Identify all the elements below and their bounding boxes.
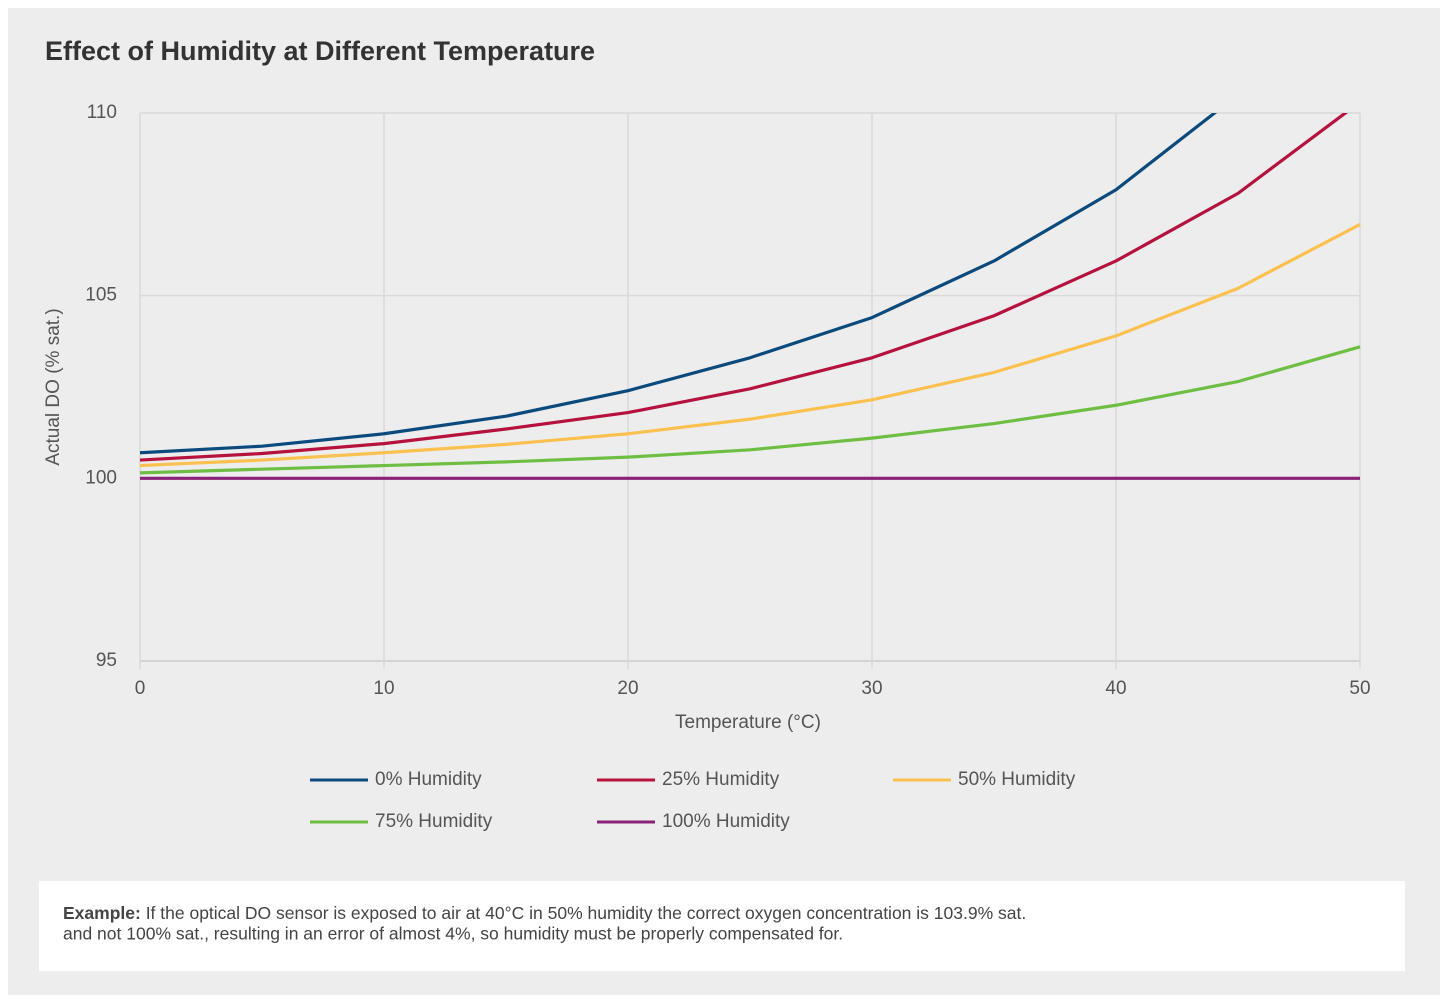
series-line — [139, 223, 1361, 468]
x-tick-label: 40 — [1105, 678, 1126, 699]
y-tick-label: 100 — [85, 467, 117, 488]
plot: 95 100 105 110 0 10 20 30 40 50 0% Humidity 25% Hum… — [85, 102, 1370, 832]
x-tick-label: 20 — [617, 678, 638, 699]
legend-label: 75% Humidity — [375, 811, 493, 832]
legend-label: 50% Humidity — [958, 769, 1076, 790]
series-line — [139, 113, 1349, 462]
series-line — [139, 345, 1361, 475]
x-tick-label: 0 — [135, 678, 146, 699]
y-tick-label: 105 — [85, 285, 117, 306]
y-axis-label: Actual DO (% sat.) — [43, 308, 64, 465]
legend-label: 100% Humidity — [662, 811, 790, 832]
x-tick-label: 10 — [373, 678, 394, 699]
chart-title: Effect of Humidity at Different Temperat… — [45, 36, 595, 66]
y-tick-label: 95 — [96, 650, 117, 671]
panel — [8, 8, 1440, 995]
legend-label: 25% Humidity — [662, 769, 780, 790]
series-group — [139, 113, 1361, 480]
y-tick-label: 110 — [87, 102, 117, 123]
legend-label: 0% Humidity — [375, 769, 482, 790]
note-text: and not 100% sat., resulting in an error… — [63, 924, 843, 944]
note-box — [39, 881, 1405, 971]
note-label: Example: — [63, 903, 141, 923]
x-axis-label: Temperature (°C) — [675, 712, 821, 733]
series-line — [139, 113, 1218, 455]
note-line: Example: If the optical DO sensor is exp… — [63, 903, 1026, 923]
x-tick-label: 50 — [1349, 678, 1370, 699]
note-text: If the optical DO sensor is exposed to a… — [146, 903, 1027, 923]
x-tick-label: 30 — [861, 678, 882, 699]
